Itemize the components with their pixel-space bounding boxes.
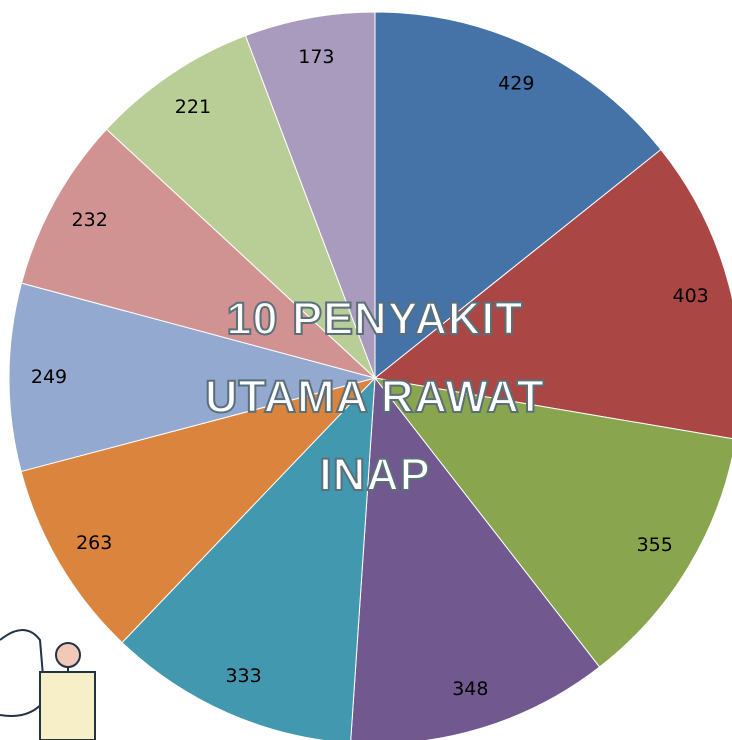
data-label: 249 [31,366,67,388]
data-label: 429 [498,73,534,95]
data-label: 355 [637,534,673,556]
data-label: 403 [672,285,708,307]
chart-title: 10 PENYAKIT UTAMA RAWAT INAP [175,280,575,514]
clipart [0,630,95,740]
data-label: 173 [298,46,334,68]
data-label: 333 [225,665,261,687]
data-label: 232 [72,209,108,231]
data-label: 221 [175,96,211,118]
data-label: 348 [452,678,488,700]
chart: 429 403 355 348 333 263 249 232 221 173 10 PENYAK… [0,0,732,740]
data-label: 263 [76,532,112,554]
